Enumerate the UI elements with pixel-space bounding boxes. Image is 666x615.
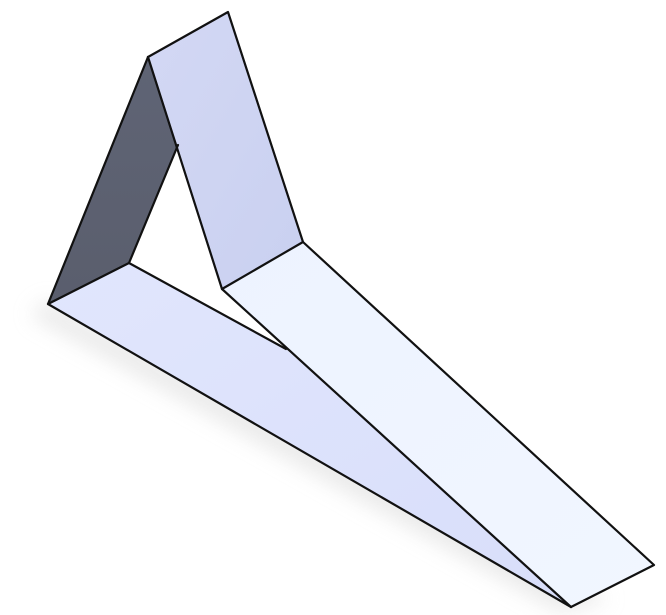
top-long-face [222, 242, 654, 607]
top-face-fold-edge [220, 240, 305, 291]
inner-dark-face [48, 57, 178, 304]
inner-upright-edge [127, 143, 180, 265]
upright-face [148, 12, 303, 289]
bottom-sloped-face [48, 263, 571, 607]
